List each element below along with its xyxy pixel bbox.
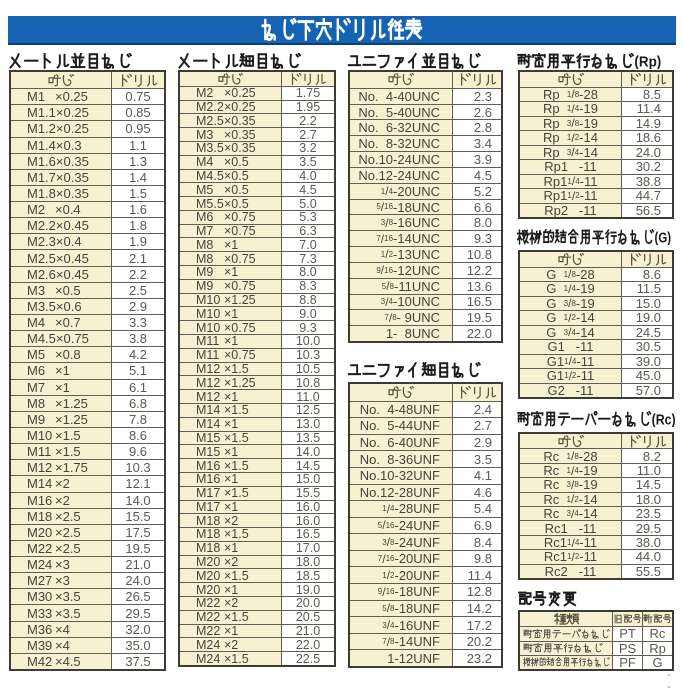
svg-text:(G): (G) <box>655 229 672 245</box>
svg-text:(Rc): (Rc) <box>652 411 676 427</box>
svg-text:(Rp): (Rp) <box>634 53 661 69</box>
